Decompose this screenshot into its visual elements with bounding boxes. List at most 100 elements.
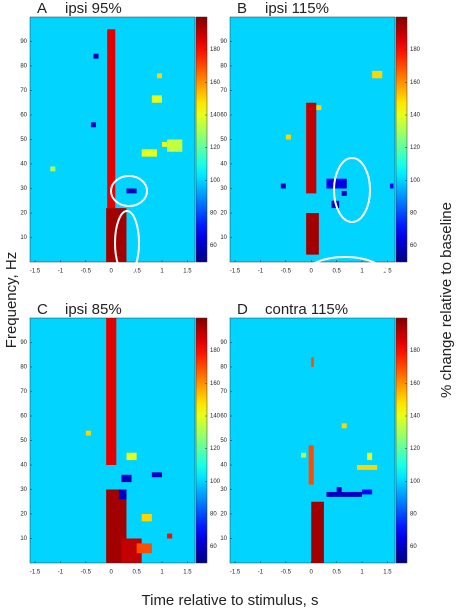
heatmap-cell xyxy=(151,472,162,478)
panel: -1.5 -1 -0.5 0 0.5 1 1.5 10 20 30 40 50 60 70 80 90 60 80… xyxy=(20,0,220,275)
heatmap-cell xyxy=(156,73,162,79)
x-tick-label: 1.5 xyxy=(183,269,192,275)
panel: -1.5 -1 -0.5 0 0.5 1 1.5 10 20 30 40 50 60 70 80 90 60 80… xyxy=(20,301,220,576)
y-tick-label: 70 xyxy=(20,88,27,94)
heatmap-cell xyxy=(311,501,324,563)
y-tick-label: 90 xyxy=(20,39,27,45)
y-tick-label: 90 xyxy=(20,340,27,346)
panels: -1.5 -1 -0.5 0 0.5 1 1.5 10 20 30 40 50 60 70 80 90 60 80… xyxy=(20,0,420,576)
x-tick-label: -1.5 xyxy=(30,269,41,275)
ellipse xyxy=(110,175,148,207)
heatmap-cell xyxy=(341,423,347,429)
y-tick-label: 50 xyxy=(220,438,227,444)
heatmap-cell xyxy=(336,487,342,492)
heatmap-cell xyxy=(285,134,291,140)
heatmap-cell xyxy=(280,183,286,189)
x-tick-label: 0.5 xyxy=(332,269,341,275)
colorbar-tick-label: 120 xyxy=(410,446,421,452)
x-tick-label: -1 xyxy=(58,269,64,275)
heatmap-cell xyxy=(118,489,127,500)
heatmap-cell xyxy=(306,213,319,255)
y-tick-label: 20 xyxy=(20,211,27,217)
x-axis-label: Time relative to stimulus, s xyxy=(142,592,319,609)
colorbar-tick-label: 160 xyxy=(210,80,221,86)
y-tick-label: 80 xyxy=(20,64,27,70)
panel-letter: D xyxy=(237,301,248,318)
y-tick-label: 30 xyxy=(220,186,227,192)
x-tick-label: 1 xyxy=(160,269,164,275)
heatmap-cell xyxy=(326,491,362,497)
y-tick-label: 80 xyxy=(20,365,27,371)
plot-frame xyxy=(29,317,196,564)
heatmap-cell xyxy=(151,95,162,103)
heatmap-cell xyxy=(341,190,347,196)
colorbar-tick-label: 140 xyxy=(410,414,421,420)
y-tick-label: 80 xyxy=(220,64,227,70)
colorbar xyxy=(195,16,208,263)
y-tick-label: 40 xyxy=(220,162,227,168)
heatmap-cell xyxy=(121,474,132,483)
y-tick-label: 70 xyxy=(20,389,27,395)
heatmap-cell xyxy=(141,514,152,522)
y-tick-label: 20 xyxy=(20,512,27,518)
panel-letter: A xyxy=(37,0,47,17)
heatmap-cell xyxy=(301,452,307,458)
colorbar-tick-label: 180 xyxy=(410,348,421,354)
heatmap-cell xyxy=(367,452,373,461)
colorbar-tick-label: 180 xyxy=(410,47,421,53)
annotations xyxy=(110,157,390,302)
heatmap-cell xyxy=(362,489,373,495)
colorbar-tick-label: 160 xyxy=(210,381,221,387)
heatmap-cell xyxy=(167,139,183,152)
y-axis-label: Frequency, Hz xyxy=(3,252,20,348)
x-tick-label: 1 xyxy=(360,570,364,576)
y-tick-label: 90 xyxy=(220,340,227,346)
colorbar-tick-label: 100 xyxy=(410,178,421,184)
y-tick-label: 10 xyxy=(20,536,27,542)
y-tick-label: 60 xyxy=(220,113,227,119)
colorbar-tick-label: 60 xyxy=(410,544,417,550)
colorbar-tick-label: 120 xyxy=(410,145,421,151)
panel-letter: B xyxy=(237,0,247,17)
colorbar-tick-label: 60 xyxy=(210,544,217,550)
x-tick-label: 0.5 xyxy=(132,570,141,576)
panel-title: ipsi 115% xyxy=(265,0,329,17)
colorbar-tick-label: 140 xyxy=(410,113,421,119)
heatmap-cell xyxy=(372,70,383,79)
heatmap-cell xyxy=(326,178,347,189)
colorbar-tick-label: 80 xyxy=(210,512,217,518)
heatmap-cell xyxy=(126,188,137,194)
colorbar-tick-label: 80 xyxy=(410,211,417,217)
y-tick-label: 50 xyxy=(220,137,227,143)
colorbar-tick-label: 140 xyxy=(210,414,221,420)
colorbar-tick-label: 100 xyxy=(210,178,221,184)
colorbar-tick-label: 180 xyxy=(210,47,221,53)
heatmap-cell xyxy=(126,452,137,461)
y-tick-label: 40 xyxy=(20,162,27,168)
x-tick-label: 1 xyxy=(160,570,164,576)
plot-frame xyxy=(229,16,396,263)
x-tick-label: 0.5 xyxy=(332,570,341,576)
y-tick-label: 70 xyxy=(220,389,227,395)
panel: -1.5 -1 -0.5 0 0.5 1 1.5 10 20 30 40 50 60 70 80 90 60 80… xyxy=(220,301,420,576)
heatmap-cell xyxy=(141,149,157,157)
heatmap-cell xyxy=(162,141,168,147)
panel-letter: C xyxy=(37,301,48,318)
colorbar-tick-label: 120 xyxy=(210,446,221,452)
colorbar-tick-label: 160 xyxy=(410,381,421,387)
x-tick-label: 1.5 xyxy=(183,570,192,576)
plot-frame xyxy=(29,16,196,263)
x-tick-label: -1 xyxy=(258,269,264,275)
colorbar xyxy=(395,16,408,263)
colorbar xyxy=(195,317,208,564)
x-tick-label: -1.5 xyxy=(30,570,41,576)
heatmap-cell xyxy=(167,533,173,539)
x-tick-label: -1 xyxy=(258,570,264,576)
y-tick-label: 20 xyxy=(220,211,227,217)
ellipse xyxy=(300,256,390,302)
x-tick-label: -0.5 xyxy=(81,269,92,275)
x-tick-label: 0 xyxy=(310,269,314,275)
y-tick-label: 70 xyxy=(220,88,227,94)
colorbar-tick-label: 80 xyxy=(210,211,217,217)
